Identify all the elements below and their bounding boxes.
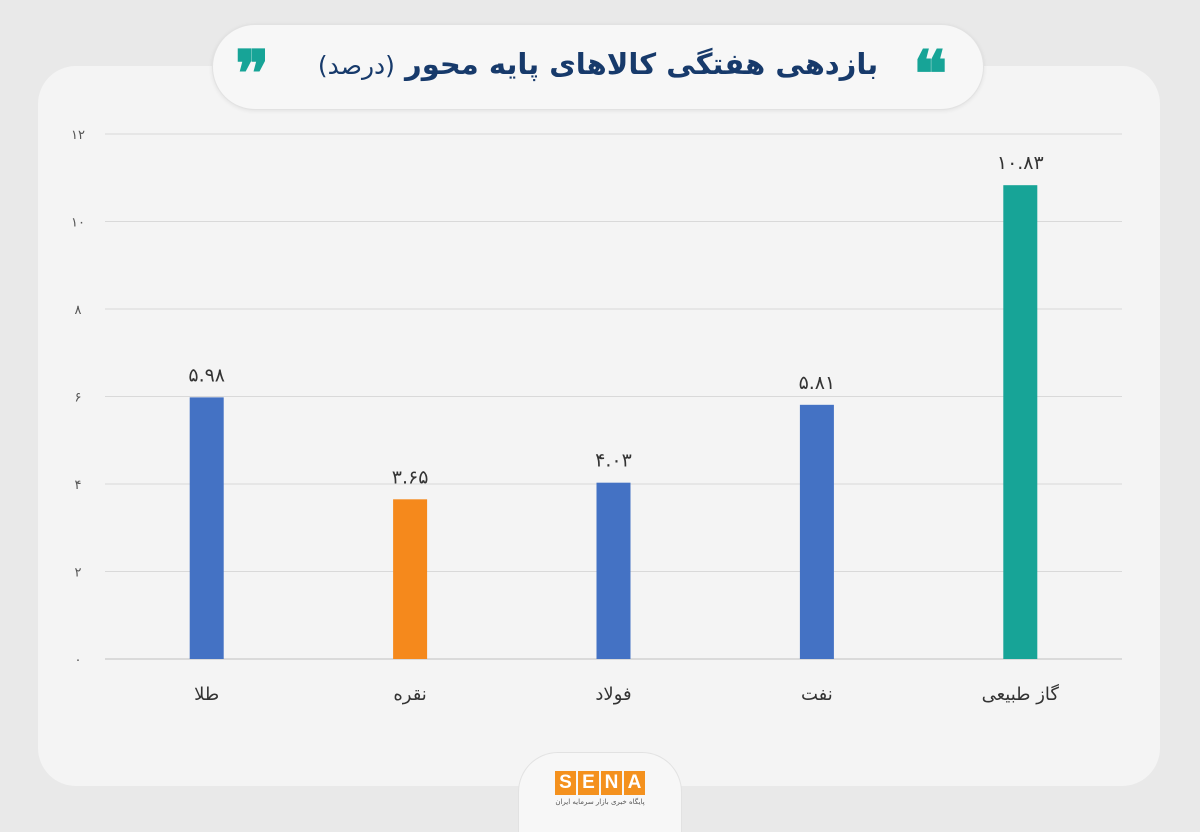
logo-letter: A [624, 771, 645, 795]
data-label: ۵.۸۱ [799, 372, 836, 394]
data-label: ۴.۰۳ [595, 450, 632, 472]
bar [393, 499, 428, 659]
sena-logo: S E N A [555, 771, 645, 795]
x-tick-label: طلا [194, 684, 219, 705]
y-tick-label: ۶ [75, 391, 82, 406]
bar [1003, 185, 1038, 659]
chart-title-main: بازدهی هفتگی کالاهای پایه محور [405, 47, 879, 81]
y-tick-label: ۰ [75, 653, 82, 668]
y-tick-label: ۸ [75, 303, 82, 318]
data-label: ۳.۶۵ [392, 466, 429, 488]
y-tick-label: ۴ [75, 478, 82, 493]
footer-logo-pill: S E N A پایگاه خبری بازار سرمایه ایران [518, 752, 682, 832]
x-tick-label: فولاد [595, 684, 631, 705]
bar [189, 397, 224, 659]
logo-tagline: پایگاه خبری بازار سرمایه ایران [555, 798, 645, 806]
bar [799, 404, 834, 659]
logo-letter: S [555, 771, 576, 795]
logo-letter: E [578, 771, 599, 795]
x-tick-label: نفت [801, 684, 833, 705]
quote-close-icon: ❝ [913, 37, 948, 112]
data-label: ۵.۹۸ [188, 364, 225, 386]
chart-panel [38, 66, 1160, 786]
logo-letter: N [601, 771, 622, 795]
chart-title-unit: (درصد) [317, 51, 395, 80]
bar [596, 482, 631, 659]
x-tick-label: نقره [393, 684, 426, 705]
x-tick-label: گاز طبیعی [982, 683, 1060, 705]
y-tick-label: ۱۲ [71, 128, 85, 143]
quote-open-icon: ❞ [235, 37, 270, 112]
chart-title: بازدهی هفتگی کالاهای پایه محور (درصد) [303, 47, 893, 81]
data-label: ۱۰.۸۳ [997, 152, 1044, 174]
y-tick-label: ۲ [75, 566, 82, 581]
y-tick-label: ۱۰ [71, 216, 85, 231]
chart-title-pill: ❝ بازدهی هفتگی کالاهای پایه محور (درصد) … [212, 24, 984, 110]
